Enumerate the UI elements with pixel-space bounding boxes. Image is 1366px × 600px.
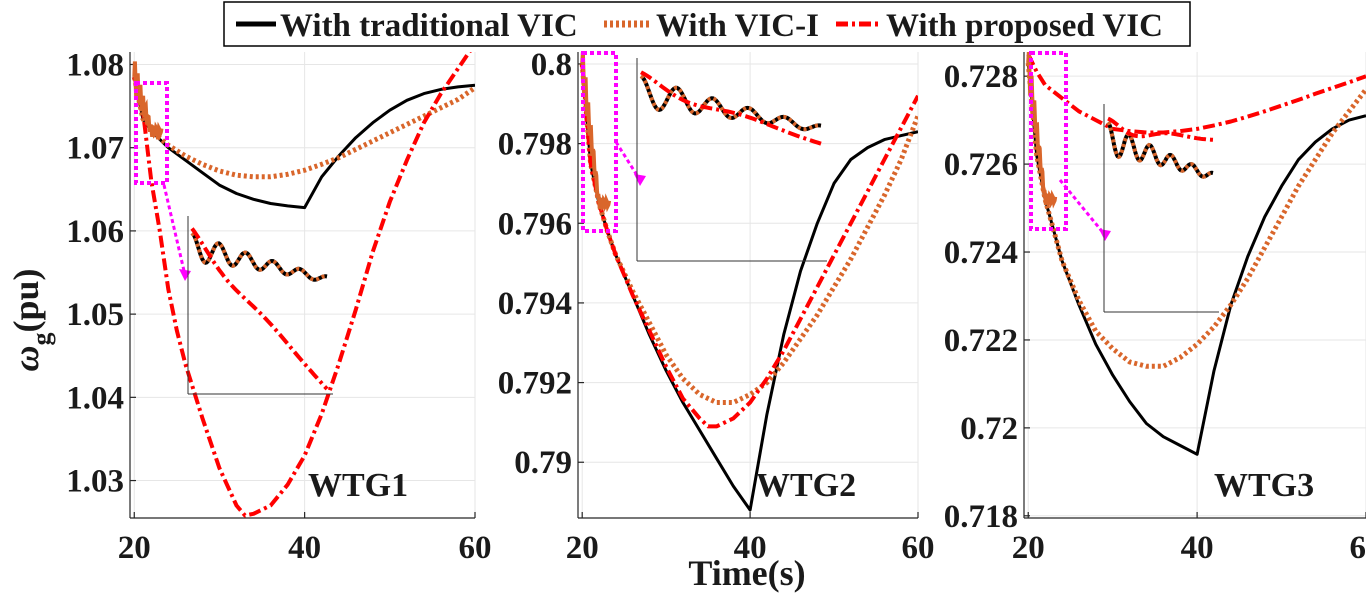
zoom-source-box <box>1029 51 1068 231</box>
svg-text:ωg(pu): ωg(pu) <box>6 268 56 371</box>
panel-label: WTG3 <box>1214 467 1314 504</box>
grid <box>1024 52 1366 518</box>
panel-wtg2: 0.79 0.792 0.794 0.796 0.798 0.8 20 40 60 WTG2 <box>498 47 935 566</box>
legend-box <box>223 1 1191 47</box>
inset-vic-i <box>190 231 328 282</box>
series-line-proposed <box>132 52 472 518</box>
x-tick-label: 60 <box>902 530 935 566</box>
inset-proposed <box>640 70 822 146</box>
y-tick-label: 0.798 <box>498 127 572 163</box>
panel-wtg3: 0.718 0.72 0.722 0.724 0.726 0.728 20 40 60 WTG3 <box>944 51 1366 566</box>
y-label-symbol: ω <box>6 345 46 371</box>
x-tick-label: 40 <box>1181 530 1214 566</box>
series-line-traditional <box>1026 62 1366 456</box>
series-group <box>131 52 475 518</box>
y-label-unit: (pu) <box>6 268 46 332</box>
initial-oscillation <box>132 61 164 141</box>
legend: With traditional VIC With VIC-I With pro… <box>223 1 1191 47</box>
legend-label-vic-i: With VIC-I <box>656 8 819 44</box>
zoom-arrow <box>162 184 187 276</box>
inset <box>187 216 333 395</box>
y-tick-label: 1.06 <box>66 214 124 250</box>
series-line-vic-i <box>1025 62 1366 369</box>
y-tick-label: 0.72 <box>960 411 1018 447</box>
inset-proposed <box>190 227 329 391</box>
y-tick-label: 0.726 <box>944 147 1018 183</box>
legend-label-traditional: With traditional VIC <box>280 8 578 44</box>
x-tick-label: 40 <box>734 530 767 566</box>
inset-traditional <box>639 74 822 132</box>
y-label-subscript: g <box>27 332 56 345</box>
legend-label-proposed: With proposed VIC <box>886 8 1163 44</box>
y-tick-label: 1.03 <box>66 464 124 500</box>
y-tick-label: 0.792 <box>498 366 572 402</box>
x-tick-label: 60 <box>459 530 492 566</box>
y-tick-label: 0.8 <box>531 47 572 83</box>
y-tick-label: 1.08 <box>66 47 124 83</box>
y-axis-label: ωg(pu) <box>6 268 56 371</box>
y-tick-label: 0.722 <box>944 323 1018 359</box>
inset <box>636 58 827 262</box>
y-tick-label: 0.718 <box>944 499 1018 535</box>
inset <box>1103 104 1219 313</box>
zoom-arrow-head <box>1099 229 1111 241</box>
series-line-proposed <box>580 63 918 429</box>
y-tick-label: 0.796 <box>498 206 572 242</box>
series-group <box>579 52 918 512</box>
x-tick-label: 20 <box>1012 530 1045 566</box>
y-tick-label: 0.728 <box>944 59 1018 95</box>
panel-label: WTG1 <box>308 467 408 504</box>
zoom-arrow-head <box>179 269 191 281</box>
x-tick-label: 40 <box>288 530 321 566</box>
y-tick-label: 1.07 <box>66 131 124 167</box>
x-axis-label: Time(s) <box>688 553 805 593</box>
x-tick-label: 60 <box>1350 530 1366 566</box>
y-tick-label: 1.04 <box>66 380 124 416</box>
y-tick-label: 0.79 <box>514 445 572 481</box>
series-line-proposed <box>1026 53 1366 135</box>
y-tick-label: 0.724 <box>944 235 1018 271</box>
inset-proposed <box>1107 116 1214 142</box>
x-tick-label: 20 <box>118 530 151 566</box>
y-tick-label: 0.794 <box>498 286 572 322</box>
inset-vic-i <box>639 74 822 132</box>
panel-label: WTG2 <box>756 467 856 504</box>
x-tick-label: 20 <box>566 530 599 566</box>
series-line-traditional <box>132 76 475 210</box>
zoom-arrow <box>1058 179 1107 236</box>
initial-oscillation <box>580 52 612 213</box>
zoom-source-box <box>134 81 169 185</box>
y-tick-label: 1.05 <box>66 297 124 333</box>
panel-wtg1: 1.03 1.04 1.05 1.06 1.07 1.08 20 40 60 WTG1 <box>66 47 492 566</box>
zoom-arrow-head <box>634 174 646 186</box>
zoom-arrow <box>614 141 642 181</box>
inset-vic-i <box>1106 121 1214 179</box>
